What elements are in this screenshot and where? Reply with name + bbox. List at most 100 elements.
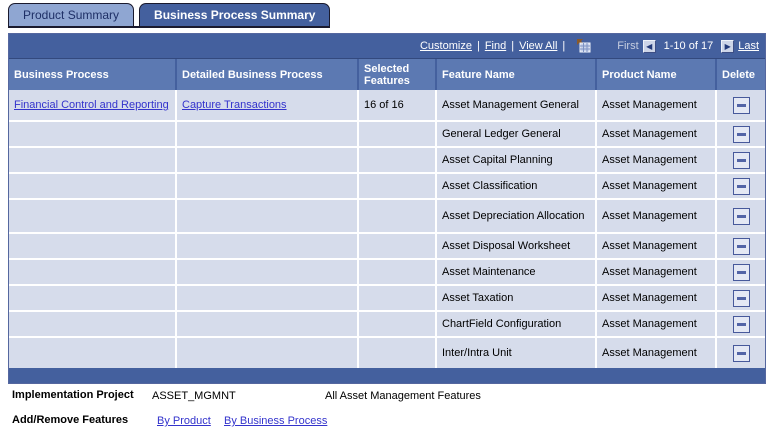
column-header-product-name: Product Name <box>597 59 715 90</box>
cell-feature-name: Asset Capital Planning <box>437 148 595 172</box>
table-row: ChartField Configuration Asset Management <box>9 312 765 336</box>
cell-business-process: Financial Control and Reporting <box>9 90 175 120</box>
cell-text: Asset Management <box>602 318 697 330</box>
cell-product-name: Asset Management <box>597 90 715 120</box>
delete-row-button[interactable] <box>732 207 750 225</box>
delete-row-button[interactable] <box>732 125 750 143</box>
separator: | <box>476 40 480 52</box>
delete-row-button[interactable] <box>732 96 750 114</box>
cell-feature-name: Asset Classification <box>437 174 595 198</box>
cell-selected-features <box>359 234 435 258</box>
cell-selected-features <box>359 174 435 198</box>
cell-selected-features: 16 of 16 <box>359 90 435 120</box>
view-all-link[interactable]: View All <box>519 40 558 52</box>
separator: | <box>511 40 515 52</box>
cell-delete <box>717 338 765 368</box>
cell-business-process <box>9 286 175 310</box>
detailed-business-process-link[interactable]: Capture Transactions <box>182 99 287 111</box>
download-grid-icon[interactable] <box>576 39 591 53</box>
next-page-icon[interactable]: ▶ <box>721 39 735 53</box>
minus-icon <box>736 214 746 218</box>
minus-icon <box>736 270 746 274</box>
minus-icon <box>736 322 746 326</box>
cell-text: 16 of 16 <box>364 99 404 111</box>
grid-toolbar: Customize | Find | View All | First ◀ 1-… <box>9 34 765 58</box>
delete-row-button[interactable] <box>732 263 750 281</box>
implementation-project-value: ASSET_MGMNT <box>152 390 236 402</box>
minus-icon <box>736 296 746 300</box>
tab-business-process-summary[interactable]: Business Process Summary <box>139 3 331 26</box>
minus-icon <box>736 103 746 107</box>
page-range: 1-10 of 17 <box>663 40 714 52</box>
cell-delete <box>717 234 765 258</box>
grid-header-row: Business Process Detailed Business Proces… <box>9 58 765 90</box>
cell-text: Asset Taxation <box>442 292 514 304</box>
cell-delete <box>717 148 765 172</box>
column-header-business-process: Business Process <box>9 59 175 90</box>
minus-icon <box>736 244 746 248</box>
cell-text: Asset Management <box>602 128 697 140</box>
cell-detailed-business-process <box>177 122 357 146</box>
find-link[interactable]: Find <box>484 40 507 52</box>
cell-text: Asset Capital Planning <box>442 154 553 166</box>
cell-feature-name: Asset Management General <box>437 90 595 120</box>
delete-row-button[interactable] <box>732 237 750 255</box>
table-row: Financial Control and Reporting Capture T… <box>9 90 765 120</box>
cell-product-name: Asset Management <box>597 200 715 232</box>
cell-feature-name: Asset Depreciation Allocation <box>437 200 595 232</box>
tab-product-summary[interactable]: Product Summary <box>8 3 135 26</box>
cell-detailed-business-process <box>177 286 357 310</box>
cell-detailed-business-process <box>177 174 357 198</box>
cell-business-process <box>9 122 175 146</box>
table-row: Asset Capital Planning Asset Management <box>9 148 765 172</box>
by-business-process-link[interactable]: By Business Process <box>224 415 328 427</box>
table-row: Asset Classification Asset Management <box>9 174 765 198</box>
delete-row-button[interactable] <box>732 344 750 362</box>
delete-row-button[interactable] <box>732 151 750 169</box>
cell-text: Asset Management General <box>442 99 579 111</box>
table-row: Asset Depreciation Allocation Asset Manag… <box>9 200 765 232</box>
cell-business-process <box>9 260 175 284</box>
implementation-project-label: Implementation Project <box>12 389 134 401</box>
cell-delete <box>717 260 765 284</box>
cell-selected-features <box>359 148 435 172</box>
cell-delete <box>717 200 765 232</box>
last-link[interactable]: Last <box>738 40 759 52</box>
customize-link[interactable]: Customize <box>419 40 472 52</box>
cell-feature-name: Asset Disposal Worksheet <box>437 234 595 258</box>
cell-business-process <box>9 148 175 172</box>
cell-selected-features <box>359 286 435 310</box>
cell-product-name: Asset Management <box>597 312 715 336</box>
cell-product-name: Asset Management <box>597 260 715 284</box>
table-row: Asset Maintenance Asset Management <box>9 260 765 284</box>
column-header-selected-features: Selected Features <box>359 59 435 90</box>
cell-delete <box>717 312 765 336</box>
delete-row-button[interactable] <box>732 289 750 307</box>
grid-body: Financial Control and Reporting Capture T… <box>9 90 765 368</box>
by-product-link[interactable]: By Product <box>157 415 211 427</box>
cell-text: Asset Management <box>602 266 697 278</box>
business-process-link[interactable]: Financial Control and Reporting <box>14 99 169 111</box>
cell-business-process <box>9 200 175 232</box>
delete-row-button[interactable] <box>732 177 750 195</box>
cell-text: Asset Management <box>602 180 697 192</box>
cell-text: Inter/Intra Unit <box>442 347 512 359</box>
cell-feature-name: Inter/Intra Unit <box>437 338 595 368</box>
cell-text: Asset Maintenance <box>442 266 536 278</box>
cell-text: Asset Management <box>602 347 697 359</box>
cell-product-name: Asset Management <box>597 174 715 198</box>
cell-text: Asset Depreciation Allocation <box>442 210 585 222</box>
tab-bar: Product Summary Business Process Summary <box>8 3 331 28</box>
cell-text: General Ledger General <box>442 128 561 140</box>
column-header-detailed-business-process: Detailed Business Process <box>177 59 357 90</box>
cell-selected-features <box>359 312 435 336</box>
cell-product-name: Asset Management <box>597 286 715 310</box>
cell-feature-name: General Ledger General <box>437 122 595 146</box>
add-remove-features-label: Add/Remove Features <box>12 414 129 426</box>
cell-text: Asset Classification <box>442 180 538 192</box>
cell-selected-features <box>359 338 435 368</box>
delete-row-button[interactable] <box>732 315 750 333</box>
cell-product-name: Asset Management <box>597 234 715 258</box>
column-header-delete: Delete <box>717 59 765 90</box>
cell-text: Asset Management <box>602 240 697 252</box>
